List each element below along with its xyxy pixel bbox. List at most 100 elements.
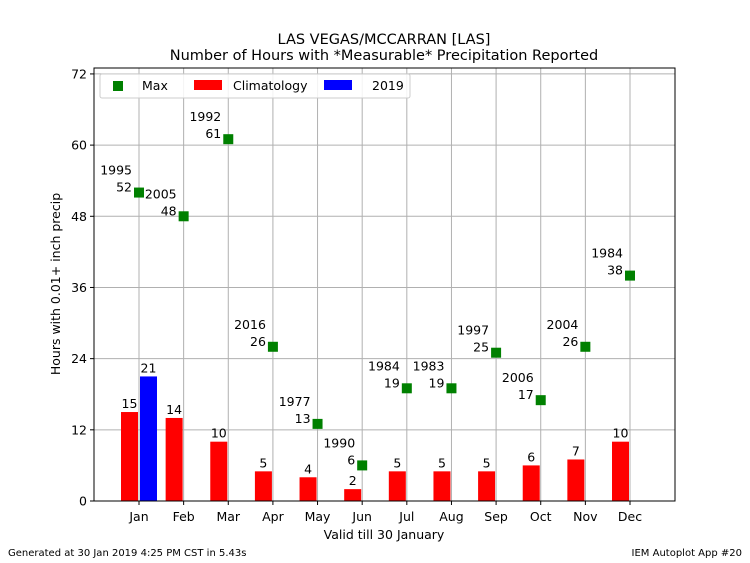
max-marker	[580, 341, 591, 352]
max-year-label: 2006	[502, 370, 534, 385]
climatology-bar	[388, 471, 406, 501]
y-tick-label: 36	[71, 280, 87, 295]
max-year-label: 1992	[189, 109, 221, 124]
max-value-label: 38	[607, 263, 623, 278]
max-year-label: 1977	[279, 394, 311, 409]
max-value-label: 17	[518, 387, 534, 402]
x-tick-label: Dec	[618, 509, 642, 524]
y-tick-label: 60	[71, 138, 87, 153]
climatology-bar	[612, 441, 629, 501]
climatology-value-label: 6	[527, 449, 535, 464]
x-tick-label: Oct	[530, 509, 552, 524]
max-value-label: 19	[429, 375, 445, 390]
max-year-label: 1984	[368, 358, 400, 373]
climatology-bar	[344, 489, 362, 501]
max-year-label: 1983	[413, 358, 445, 373]
climatology-bar	[121, 412, 138, 501]
max-year-label: 2005	[145, 186, 177, 201]
max-marker	[223, 134, 234, 145]
x-axis-label: Valid till 30 January	[324, 527, 445, 542]
climatology-bar	[567, 459, 585, 501]
climatology-value-label: 2	[349, 473, 357, 488]
y-tick-label: 0	[79, 494, 87, 509]
footer-generated-text: Generated at 30 Jan 2019 4:25 PM CST in …	[8, 548, 247, 559]
climatology-value-label: 5	[438, 455, 446, 470]
x-tick-label: Mar	[216, 509, 240, 524]
max-year-label: 2016	[234, 317, 266, 332]
max-year-label: 1995	[100, 163, 132, 178]
max-year-label: 2004	[547, 317, 579, 332]
climatology-value-label: 5	[259, 455, 267, 470]
max-marker	[625, 270, 635, 281]
climatology-bar	[433, 471, 451, 501]
legend-max-swatch	[113, 81, 123, 91]
max-marker	[267, 341, 278, 352]
x-tick-label: Feb	[173, 509, 195, 524]
climatology-bar	[165, 417, 183, 501]
max-marker	[357, 460, 368, 471]
climatology-value-label: 15	[122, 396, 138, 411]
current-year-bar	[140, 376, 157, 501]
max-value-label: 61	[205, 126, 221, 141]
grid	[94, 68, 675, 502]
climatology-value-label: 5	[393, 455, 401, 470]
climatology-bar	[210, 441, 228, 501]
y-tick-label: 24	[71, 351, 87, 366]
max-markers	[134, 134, 635, 471]
climatology-value-label: 10	[211, 426, 227, 441]
x-tick-label: May	[305, 509, 331, 524]
max-marker	[491, 347, 502, 358]
y-tick-label: 48	[71, 209, 87, 224]
climatology-value-label: 14	[166, 402, 182, 417]
max-value-label: 26	[562, 334, 578, 349]
y-tick-label: 12	[71, 422, 87, 437]
x-tick-label: Aug	[439, 509, 463, 524]
climatology-bar	[522, 465, 540, 501]
max-value-label: 26	[250, 334, 266, 349]
climatology-bar	[299, 477, 317, 501]
max-year-label: 1984	[591, 246, 623, 261]
max-value-label: 52	[116, 180, 132, 195]
max-value-label: 6	[347, 452, 355, 467]
climatology-value-label: 10	[613, 426, 629, 441]
max-year-label: 1990	[323, 435, 355, 450]
y-axis-label: Hours with 0.01+ inch precip	[48, 193, 63, 375]
y-tick-label: 72	[71, 66, 87, 81]
max-marker	[312, 418, 323, 429]
climatology-value-label: 4	[304, 461, 312, 476]
plot-frame	[93, 67, 676, 502]
legend-climatology-swatch	[194, 80, 222, 90]
climatology-bar	[478, 471, 496, 501]
x-tick-label: Jun	[351, 509, 372, 524]
max-value-label: 13	[295, 411, 311, 426]
max-marker	[134, 187, 144, 198]
max-marker	[401, 383, 412, 394]
climatology-value-label: 7	[572, 443, 580, 458]
legend: Max Climatology 2019	[99, 73, 411, 99]
legend-2019-swatch	[324, 80, 352, 90]
chart-title: LAS VEGAS/MCCARRAN [LAS]	[278, 32, 491, 48]
climatology-value-label: 5	[483, 455, 491, 470]
max-marker	[446, 383, 457, 394]
x-tick-label: Sep	[484, 509, 508, 524]
x-tick-label: Jan	[128, 509, 148, 524]
bars	[121, 376, 629, 501]
current-year-value-label: 21	[141, 360, 157, 375]
legend-climatology-label: Climatology	[233, 78, 308, 93]
max-marker	[535, 395, 546, 406]
chart-subtitle: Number of Hours with *Measurable* Precip…	[170, 48, 599, 64]
x-tick-label: Apr	[262, 509, 284, 524]
x-tick-label: Nov	[573, 509, 598, 524]
value-labels: 15 14 10 5 4 2 5 5 5 6 7 10 21 1995 52 2005 48 1992 61 2016…	[100, 109, 628, 488]
max-value-label: 19	[384, 375, 400, 390]
footer-app-label: IEM Autoplot App #20	[631, 548, 742, 559]
max-marker	[178, 211, 189, 222]
max-value-label: 48	[161, 203, 177, 218]
max-year-label: 1997	[457, 323, 489, 338]
legend-2019-label: 2019	[372, 78, 404, 93]
climatology-bar	[254, 471, 272, 501]
x-tick-label: Jul	[398, 509, 414, 524]
legend-max-label: Max	[142, 78, 168, 93]
